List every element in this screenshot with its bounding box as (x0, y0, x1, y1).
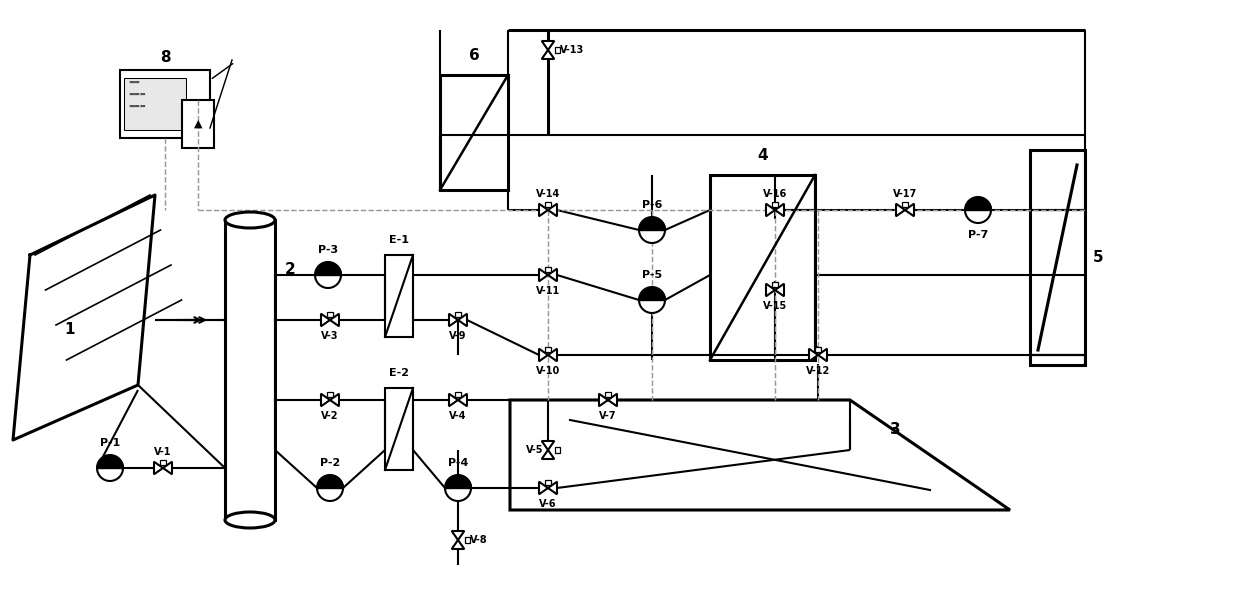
Ellipse shape (224, 512, 275, 528)
Text: P-6: P-6 (642, 200, 662, 210)
Text: V-12: V-12 (806, 366, 830, 376)
Bar (327, 312, 334, 317)
Polygon shape (321, 394, 339, 406)
Text: V-1: V-1 (154, 447, 172, 457)
Text: E-1: E-1 (389, 235, 409, 245)
Text: V-9: V-9 (449, 331, 466, 341)
Bar (455, 392, 461, 397)
Polygon shape (539, 481, 557, 494)
Ellipse shape (224, 212, 275, 228)
Bar (124, 78, 186, 130)
Circle shape (97, 455, 123, 481)
Text: V-3: V-3 (321, 331, 339, 341)
Text: 2: 2 (285, 263, 295, 278)
Polygon shape (154, 462, 172, 474)
Bar (160, 460, 166, 465)
Bar (556, 447, 560, 453)
Text: P-1: P-1 (100, 438, 120, 448)
Bar (440, 75, 508, 190)
Bar (546, 202, 551, 207)
Circle shape (965, 197, 991, 223)
Text: ▬▬▬: ▬▬▬ (128, 104, 145, 109)
Text: V-7: V-7 (599, 411, 616, 421)
Bar (546, 267, 551, 272)
Text: V-8: V-8 (470, 535, 487, 545)
Text: V-16: V-16 (763, 189, 787, 199)
Bar (546, 480, 551, 485)
Polygon shape (766, 284, 784, 296)
Polygon shape (449, 314, 467, 326)
Circle shape (317, 475, 343, 501)
Bar (773, 282, 777, 287)
Bar (120, 70, 210, 138)
Text: ▲: ▲ (193, 119, 202, 129)
Text: V-2: V-2 (321, 411, 339, 421)
Bar (182, 100, 215, 148)
Polygon shape (12, 195, 155, 440)
Polygon shape (539, 349, 557, 361)
Bar (556, 47, 560, 53)
Polygon shape (510, 400, 1011, 510)
Bar (546, 347, 551, 352)
Circle shape (639, 217, 665, 243)
Text: E-2: E-2 (389, 368, 409, 378)
Text: P-4: P-4 (448, 458, 469, 468)
Bar (901, 202, 908, 207)
Bar (384, 388, 413, 470)
Circle shape (315, 262, 341, 288)
Bar (465, 537, 470, 543)
Text: 4: 4 (758, 148, 768, 163)
Text: V-17: V-17 (893, 189, 918, 199)
Polygon shape (766, 204, 784, 216)
Text: 5: 5 (1092, 250, 1104, 265)
Text: 1: 1 (64, 323, 76, 338)
Bar (224, 220, 275, 520)
Polygon shape (321, 314, 339, 326)
Text: 6: 6 (469, 48, 480, 63)
Circle shape (639, 287, 665, 313)
Text: 8: 8 (160, 50, 170, 66)
Bar (711, 175, 815, 360)
Text: V-15: V-15 (763, 301, 787, 311)
Text: V-14: V-14 (536, 189, 560, 199)
Bar (384, 255, 413, 337)
Polygon shape (539, 204, 557, 216)
Polygon shape (897, 204, 914, 216)
Text: 3: 3 (890, 423, 900, 438)
Polygon shape (449, 394, 467, 406)
Polygon shape (539, 269, 557, 281)
Text: P-2: P-2 (320, 458, 340, 468)
Circle shape (445, 475, 471, 501)
Text: V-6: V-6 (539, 499, 557, 509)
Bar (327, 392, 334, 397)
Text: V-11: V-11 (536, 286, 560, 296)
Polygon shape (542, 41, 554, 59)
Polygon shape (542, 441, 554, 459)
Text: P-5: P-5 (642, 270, 662, 280)
Text: ▬▬▬: ▬▬▬ (128, 92, 145, 97)
Bar (815, 347, 821, 352)
Bar (1030, 150, 1085, 365)
Polygon shape (599, 394, 618, 406)
Text: P-7: P-7 (968, 230, 988, 240)
Text: V-13: V-13 (560, 45, 584, 55)
Polygon shape (808, 349, 827, 361)
Bar (455, 312, 461, 317)
Text: ▬▬: ▬▬ (128, 80, 140, 85)
Bar (605, 392, 611, 397)
Polygon shape (451, 531, 464, 549)
Text: V-10: V-10 (536, 366, 560, 376)
Text: P-3: P-3 (317, 245, 339, 255)
Bar (773, 202, 777, 207)
Text: V-4: V-4 (449, 411, 466, 421)
Text: V-5: V-5 (526, 445, 543, 455)
